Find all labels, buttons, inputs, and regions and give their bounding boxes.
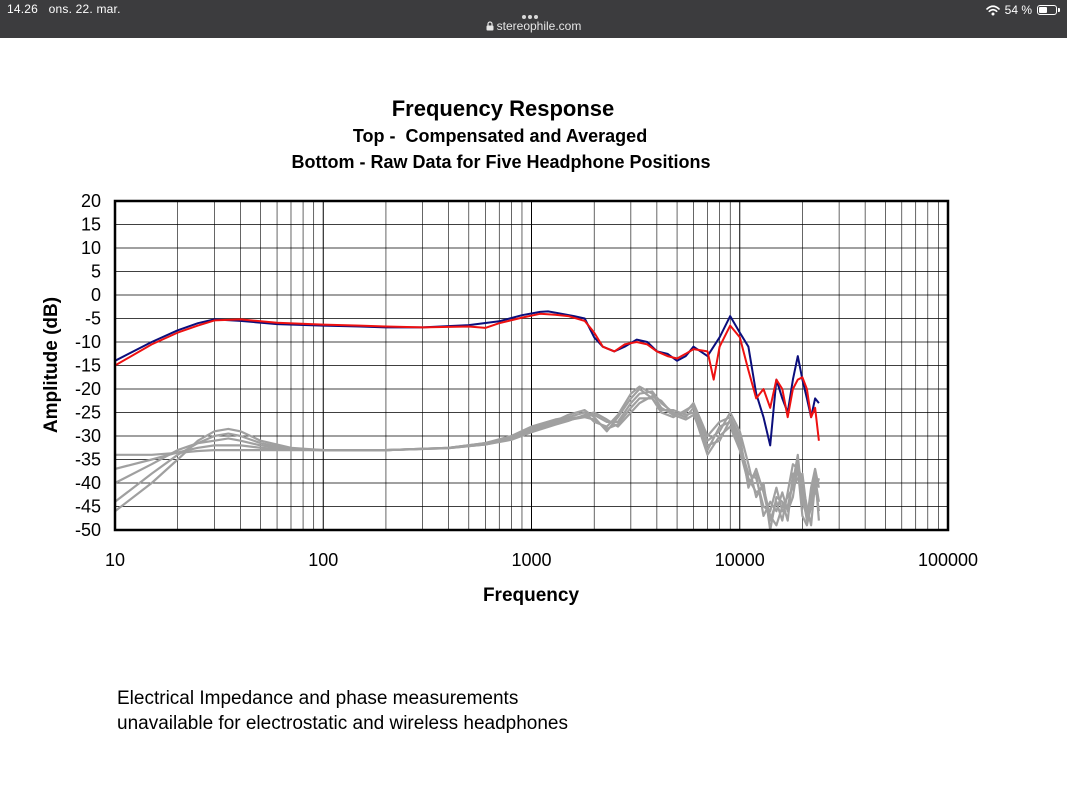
status-bar: 14.26 ons. 22. mar. stereophile.com 54 % [0,0,1067,38]
x-tick-label: 10 [105,550,125,570]
status-time: 14.26 ons. 22. mar. [7,2,121,16]
battery-icon [1037,5,1060,15]
raw-data-line [114,387,820,521]
x-tick-label: 1000 [511,550,551,570]
y-tick-label: -10 [75,332,101,352]
y-axis-label: Amplitude (dB) [41,297,62,433]
x-tick-label: 10000 [715,550,765,570]
x-tick-label: 100000 [918,550,978,570]
y-tick-label: -40 [75,473,101,493]
more-dots-icon[interactable] [522,6,544,19]
x-axis-ticks: 10 100 1000 10000 100000 [105,550,978,570]
chart-subtitle-2: Bottom - Raw Data for Five Headphone Pos… [291,152,710,172]
x-axis-label: Frequency [483,585,580,606]
raw-data-line [114,390,820,532]
y-tick-label: 15 [81,215,101,235]
y-tick-label: -50 [75,520,101,540]
battery-fill [1039,7,1047,13]
frequency-response-chart: Frequency Response Top - Compensated and… [41,96,978,606]
battery-percent: 54 % [1004,3,1032,17]
y-tick-label: -45 [75,497,101,517]
y-tick-label: -30 [75,426,101,446]
raw-data-line [114,385,820,527]
lock-icon [486,21,494,31]
status-right: 54 % [985,2,1060,18]
y-tick-label: -35 [75,450,101,470]
y-tick-label: -20 [75,379,101,399]
chart-grid [115,200,948,531]
y-tick-label: -25 [75,403,101,423]
address-bar[interactable]: stereophile.com [0,19,1067,33]
y-tick-label: 5 [91,262,101,282]
status-date: ons. 22. mar. [48,2,121,16]
plot-frame [113,199,950,532]
chart-subtitle-1: Top - Compensated and Averaged [353,126,647,146]
compensated-line [114,312,820,441]
x-tick-label: 100 [308,550,338,570]
raw-data-line [115,395,820,527]
impedance-note: Electrical Impedance and phase measureme… [117,686,568,736]
note-line-1: Electrical Impedance and phase measureme… [117,688,519,709]
url-text: stereophile.com [496,19,582,33]
chart-series [114,310,820,532]
y-tick-label: -15 [75,356,101,376]
y-axis-ticks: 20 15 10 5 0 -5 -10 -15 -20 -25 -30 -35 -40 -45 -50 [75,191,101,540]
chart-title: Frequency Response [392,96,615,121]
y-tick-label: 10 [81,238,101,258]
wifi-icon [985,4,1000,15]
y-tick-label: 0 [91,285,101,305]
note-line-2: unavailable for electrostatic and wirele… [117,713,568,734]
y-tick-label: -5 [85,309,101,329]
y-tick-label: 20 [81,191,101,211]
